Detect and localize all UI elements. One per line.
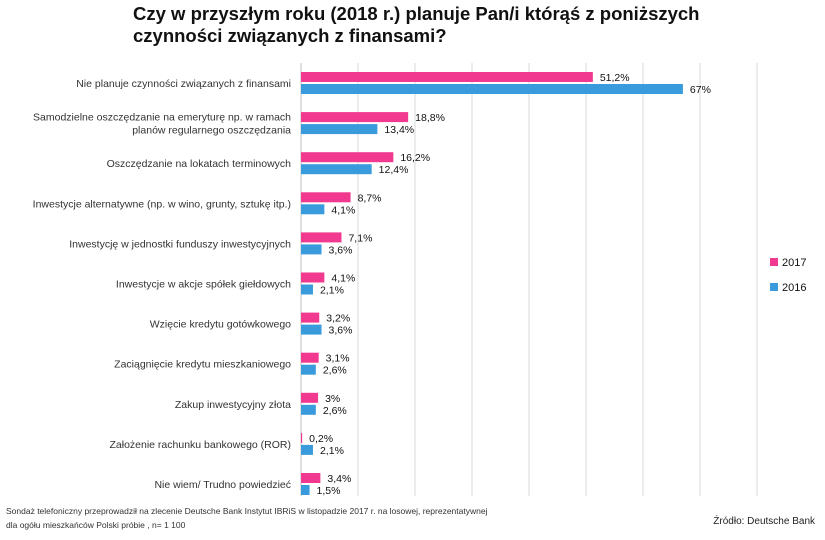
legend-label-2017: 2017	[782, 257, 806, 269]
bar-2016-3	[301, 204, 325, 215]
footnote: Sondaż telefoniczny przeprowadził na zle…	[6, 504, 487, 532]
category-label-4: Inwestycję w jednostki funduszy inwestyc…	[69, 238, 291, 250]
bar-2016-9	[301, 444, 313, 455]
bar-2017-2	[301, 152, 394, 163]
value-label-2017-5: 4,1%	[331, 273, 355, 285]
category-label-2: Oszczędzanie na lokatach terminowych	[107, 158, 292, 170]
category-label-7: Zaciągnięcie kredytu mieszkaniowego	[114, 359, 291, 371]
legend: 2017 2016	[770, 257, 806, 294]
category-labels: Nie planuje czynności związanych z finan…	[33, 78, 292, 491]
bar-2017-6	[301, 312, 320, 323]
value-label-2016-0: 67%	[690, 84, 711, 96]
value-label-2016-2: 12,4%	[379, 164, 409, 176]
bar-2016-5	[301, 284, 313, 295]
legend-swatch-2017	[770, 258, 778, 266]
value-label-2016-4: 3,6%	[329, 244, 353, 256]
bar-2017-3	[301, 192, 351, 203]
bar-2016-8	[301, 404, 316, 415]
value-label-2016-7: 2,6%	[323, 365, 347, 377]
value-label-2016-8: 2,6%	[323, 405, 347, 417]
bar-2016-0	[301, 84, 683, 94]
category-label-8: Zakup inwestycyjny złota	[175, 399, 291, 411]
value-label-2017-10: 3,4%	[327, 473, 351, 485]
bar-2017-5	[301, 272, 325, 283]
bar-2017-8	[301, 392, 319, 403]
value-label-2016-5: 2,1%	[320, 285, 344, 297]
value-label-2017-4: 7,1%	[348, 232, 372, 244]
category-label-0: Nie planuje czynności związanych z finan…	[76, 78, 291, 90]
value-label-2016-6: 3,6%	[329, 325, 353, 337]
bar-2016-10	[301, 485, 310, 495]
source-label: Źródło: Deutsche Bank	[713, 516, 815, 527]
gridlines	[300, 63, 758, 496]
value-label-2016-9: 2,1%	[320, 445, 344, 457]
category-label-5: Inwestycje w akcje spółek giełdowych	[116, 279, 291, 291]
legend-label-2016: 2016	[782, 282, 806, 294]
value-label-2016-3: 4,1%	[331, 204, 355, 216]
legend-swatch-2016	[770, 283, 778, 291]
category-label-6: Wzięcie kredytu gotówkowego	[150, 319, 291, 331]
chart-title: Czy w przyszłym roku (2018 r.) planuje P…	[133, 3, 700, 46]
category-label-3: Inwestycje alternatywne (np. w wino, gru…	[33, 198, 291, 210]
bar-2017-1	[301, 112, 409, 123]
bar-2017-7	[301, 352, 319, 363]
category-label-9: Założenie rachunku bankowego (ROR)	[109, 439, 291, 451]
value-labels: 51,2%67%18,8%13,4%16,2%12,4%8,7%4,1%7,1%…	[309, 72, 711, 497]
bar-2017-10	[301, 473, 321, 483]
value-label-2017-0: 51,2%	[600, 72, 630, 84]
bar-2017-9	[301, 432, 303, 443]
bar-2016-1	[301, 124, 378, 135]
value-label-2017-1: 18,8%	[415, 112, 445, 124]
value-label-2016-10: 1,5%	[317, 485, 341, 497]
bars	[301, 72, 683, 495]
bar-2016-6	[301, 324, 322, 335]
category-label-10: Nie wiem/ Trudno powiedzieć	[154, 479, 291, 491]
footnote-line-2: dla ogółu mieszkańców Polski próbie , n=…	[6, 520, 186, 530]
bar-2016-4	[301, 244, 322, 255]
bar-2017-4	[301, 232, 342, 243]
value-label-2017-2: 16,2%	[400, 152, 430, 164]
value-label-2017-3: 8,7%	[358, 192, 382, 204]
category-label-1: Samodzielne oszczędzanie na emeryturę np…	[33, 112, 291, 124]
category-label-1: planów regularnego oszczędzania	[132, 125, 291, 137]
value-label-2016-1: 13,4%	[384, 124, 414, 136]
value-label-2017-9: 0,2%	[309, 433, 333, 445]
bar-2016-7	[301, 364, 316, 375]
bar-2016-2	[301, 164, 372, 175]
footnote-line-1: Sondaż telefoniczny przeprowadził na zle…	[6, 506, 488, 516]
value-label-2017-6: 3,2%	[326, 313, 350, 325]
bar-2017-0	[301, 72, 593, 82]
value-label-2017-7: 3,1%	[326, 353, 350, 365]
value-label-2017-8: 3%	[325, 393, 340, 405]
